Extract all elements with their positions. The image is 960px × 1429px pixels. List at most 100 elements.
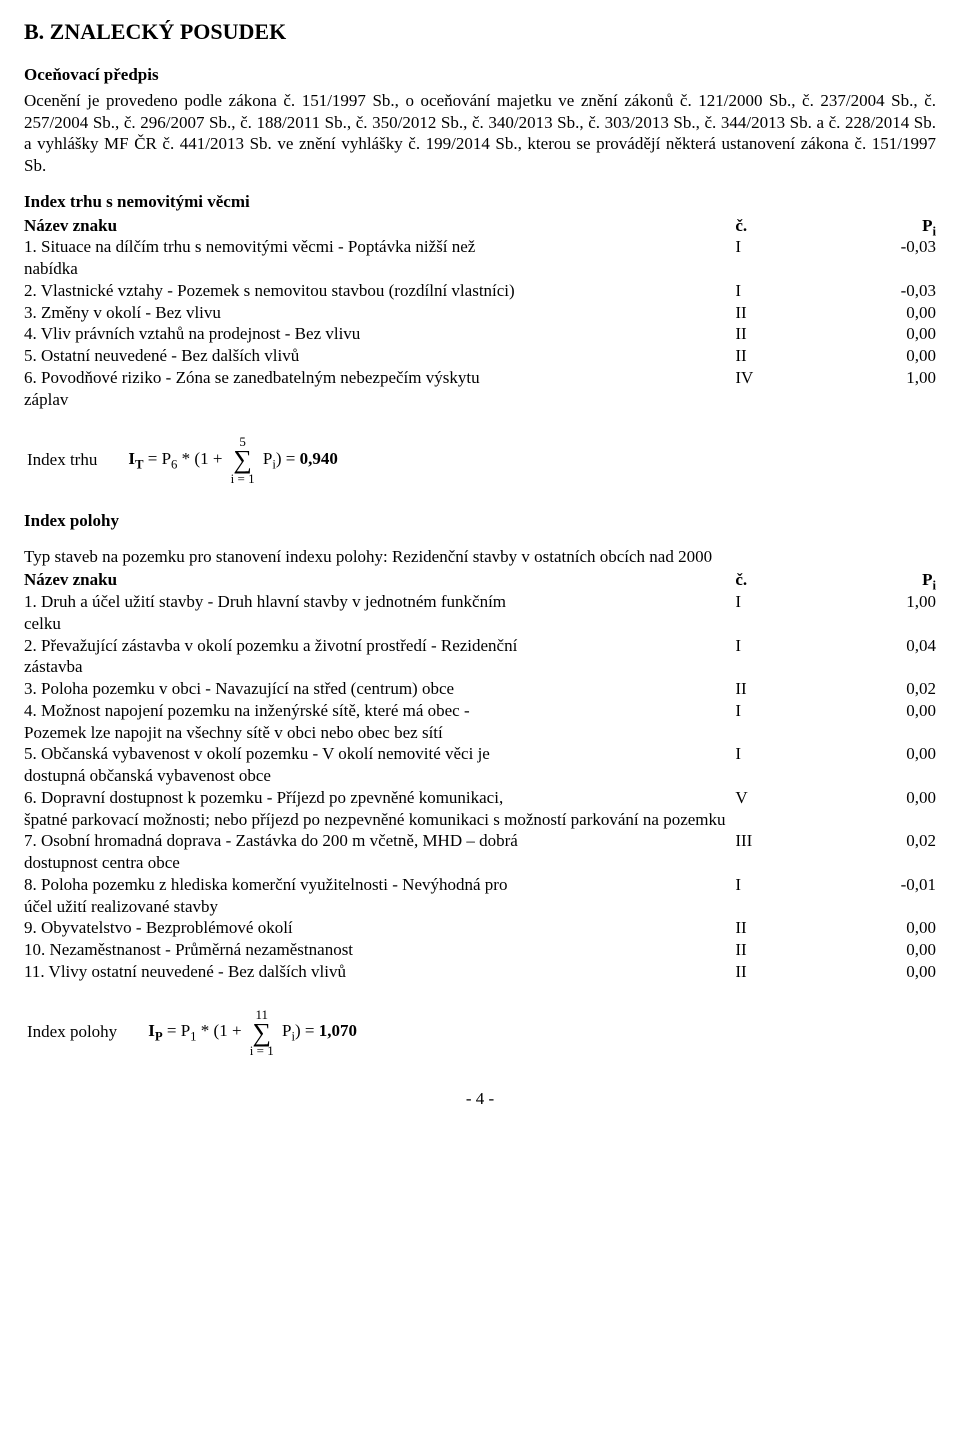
row-p: 0,00 (799, 743, 936, 765)
row-name-cont: účel užití realizované stavby (24, 896, 735, 918)
formula1-expr: IT = P6 * (1 + 5∑i = 1 Pi) = 0,940 (127, 434, 339, 485)
table-row: 10. Nezaměstnanost - Průměrná nezaměstna… (24, 939, 936, 961)
table-row-cont: dostupnost centra obce (24, 852, 936, 874)
table-row: 1. Druh a účel užití stavby - Druh hlavn… (24, 591, 936, 613)
row-name: 1. Druh a účel užití stavby - Druh hlavn… (24, 591, 735, 613)
row-p: 1,00 (799, 367, 936, 389)
section1-table: Název znaku č. Pi 1. Situace na dílčím t… (24, 215, 936, 411)
row-c: I (735, 743, 799, 765)
row-name: 5. Občanská vybavenost v okolí pozemku -… (24, 743, 735, 765)
row-name-cont: dostupná občanská vybavenost obce (24, 765, 735, 787)
subtitle: Oceňovací předpis (24, 64, 936, 86)
row-name: 11. Vlivy ostatní neuvedené - Bez dalšíc… (24, 961, 735, 983)
table-row-cont: celku (24, 613, 936, 635)
formula2-expr: IP = P1 * (1 + 11∑i = 1 Pi) = 1,070 (147, 1007, 358, 1058)
row-name-cont: nabídka (24, 258, 735, 280)
row-p: 0,00 (799, 345, 936, 367)
hdr-c: č. (735, 569, 799, 591)
row-p: 0,00 (799, 939, 936, 961)
row-c: III (735, 830, 799, 852)
row-c: II (735, 323, 799, 345)
row-p: 0,00 (799, 302, 936, 324)
page-number: - 4 - (24, 1088, 936, 1110)
section2-formula: Index polohy IP = P1 * (1 + 11∑i = 1 Pi)… (24, 1005, 936, 1060)
table-header-row: Název znaku č. Pi (24, 215, 936, 237)
table-row-cont: záplav (24, 389, 936, 411)
row-c: II (735, 678, 799, 700)
table-row-cont: zástavba (24, 656, 936, 678)
row-name: 4. Vliv právních vztahů na prodejnost - … (24, 323, 735, 345)
table-row: 11. Vlivy ostatní neuvedené - Bez dalšíc… (24, 961, 936, 983)
row-name: 9. Obyvatelstvo - Bezproblémové okolí (24, 917, 735, 939)
row-p: 0,02 (799, 830, 936, 852)
row-c: II (735, 939, 799, 961)
table-row: 4. Vliv právních vztahů na prodejnost - … (24, 323, 936, 345)
table-row: 5. Ostatní neuvedené - Bez dalších vlivů… (24, 345, 936, 367)
page-title: B. ZNALECKÝ POSUDEK (24, 18, 936, 46)
formula1-label: Index trhu (26, 434, 125, 485)
row-p: 0,00 (799, 323, 936, 345)
hdr-name: Název znaku (24, 215, 735, 237)
table-row: 5. Občanská vybavenost v okolí pozemku -… (24, 743, 936, 765)
table-row-cont: Pozemek lze napojit na všechny sítě v ob… (24, 722, 936, 744)
row-c: I (735, 874, 799, 896)
row-name: 6. Povodňové riziko - Zóna se zanedbatel… (24, 367, 735, 389)
row-c: II (735, 345, 799, 367)
table-row: 6. Dopravní dostupnost k pozemku - Příje… (24, 787, 936, 809)
row-p: 0,00 (799, 787, 936, 809)
table-row-cont: špatné parkovací možnosti; nebo příjezd … (24, 809, 936, 831)
row-c: V (735, 787, 799, 809)
section1-formula: Index trhu IT = P6 * (1 + 5∑i = 1 Pi) = … (24, 432, 936, 487)
table-row: 7. Osobní hromadná doprava - Zastávka do… (24, 830, 936, 852)
row-c: I (735, 236, 799, 258)
row-c: IV (735, 367, 799, 389)
row-p: 0,04 (799, 635, 936, 657)
table-row-cont: dostupná občanská vybavenost obce (24, 765, 936, 787)
table-header-row: Název znaku č. Pi (24, 569, 936, 591)
row-name-cont: Pozemek lze napojit na všechny sítě v ob… (24, 722, 735, 744)
section2-table: Název znaku č. Pi 1. Druh a účel užití s… (24, 569, 936, 982)
row-p: 0,00 (799, 700, 936, 722)
row-c: II (735, 302, 799, 324)
row-name: 5. Ostatní neuvedené - Bez dalších vlivů (24, 345, 735, 367)
hdr-p: Pi (799, 569, 936, 591)
row-p: -0,03 (799, 236, 936, 258)
table-row: 1. Situace na dílčím trhu s nemovitými v… (24, 236, 936, 258)
row-p: -0,01 (799, 874, 936, 896)
row-c: I (735, 280, 799, 302)
row-p: 0,00 (799, 917, 936, 939)
row-c: II (735, 917, 799, 939)
intro-paragraph: Ocenění je provedeno podle zákona č. 151… (24, 90, 936, 177)
hdr-c: č. (735, 215, 799, 237)
formula2-label: Index polohy (26, 1007, 145, 1058)
row-c: I (735, 635, 799, 657)
section2-title: Index polohy (24, 510, 936, 532)
table-row: 9. Obyvatelstvo - Bezproblémové okolíII0… (24, 917, 936, 939)
table-row: 3. Poloha pozemku v obci - Navazující na… (24, 678, 936, 700)
section1-title: Index trhu s nemovitými věcmi (24, 191, 936, 213)
section2-typline: Typ staveb na pozemku pro stanovení inde… (24, 546, 936, 568)
row-name: 1. Situace na dílčím trhu s nemovitými v… (24, 236, 735, 258)
row-name: 4. Možnost napojení pozemku na inženýrsk… (24, 700, 735, 722)
table-row: 2. Převažující zástavba v okolí pozemku … (24, 635, 936, 657)
row-name: 7. Osobní hromadná doprava - Zastávka do… (24, 830, 735, 852)
row-name: 6. Dopravní dostupnost k pozemku - Příje… (24, 787, 735, 809)
hdr-name: Název znaku (24, 569, 735, 591)
row-p: 1,00 (799, 591, 936, 613)
table-row-cont: nabídka (24, 258, 936, 280)
table-row: 3. Změny v okolí - Bez vlivuII0,00 (24, 302, 936, 324)
row-name: 10. Nezaměstnanost - Průměrná nezaměstna… (24, 939, 735, 961)
row-name: 3. Změny v okolí - Bez vlivu (24, 302, 735, 324)
row-name: 3. Poloha pozemku v obci - Navazující na… (24, 678, 735, 700)
row-name: 2. Vlastnické vztahy - Pozemek s nemovit… (24, 280, 735, 302)
row-c: I (735, 591, 799, 613)
table-row: 8. Poloha pozemku z hlediska komerční vy… (24, 874, 936, 896)
row-name-cont: zástavba (24, 656, 735, 678)
row-p: 0,00 (799, 961, 936, 983)
hdr-p: Pi (799, 215, 936, 237)
row-name: 2. Převažující zástavba v okolí pozemku … (24, 635, 735, 657)
table-row: 2. Vlastnické vztahy - Pozemek s nemovit… (24, 280, 936, 302)
row-p: 0,02 (799, 678, 936, 700)
row-name-cont: záplav (24, 389, 735, 411)
row-c: II (735, 961, 799, 983)
